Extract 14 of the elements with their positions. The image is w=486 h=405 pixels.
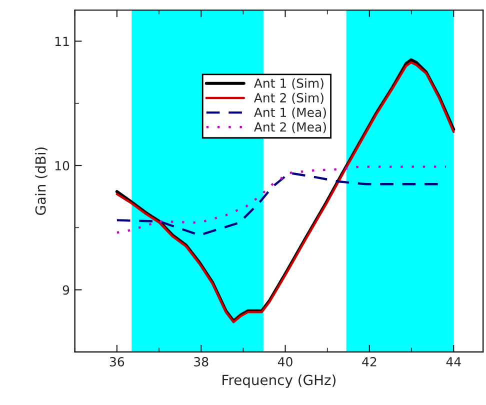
x-axis-title: Frequency (GHz) bbox=[222, 374, 336, 388]
x-tick-label: 42 bbox=[362, 357, 376, 366]
y-axis-title: Gain (dBi) bbox=[35, 148, 48, 215]
x-tick-label: 38 bbox=[194, 357, 208, 366]
legend-label: Ant 1 (Mea) bbox=[254, 107, 326, 119]
legend-label: Ant 2 (Mea) bbox=[254, 122, 326, 134]
y-tick-label: 10 bbox=[55, 160, 70, 170]
legend-label: Ant 1 (Sim) bbox=[254, 78, 324, 90]
x-tick-label: 44 bbox=[446, 357, 461, 366]
legend-label: Ant 2 (Sim) bbox=[254, 92, 324, 104]
y-tick-label: 9 bbox=[62, 285, 70, 295]
y-tick-label: 11 bbox=[55, 36, 69, 46]
x-tick-label: 40 bbox=[278, 357, 292, 366]
x-tick-label: 36 bbox=[110, 357, 124, 366]
